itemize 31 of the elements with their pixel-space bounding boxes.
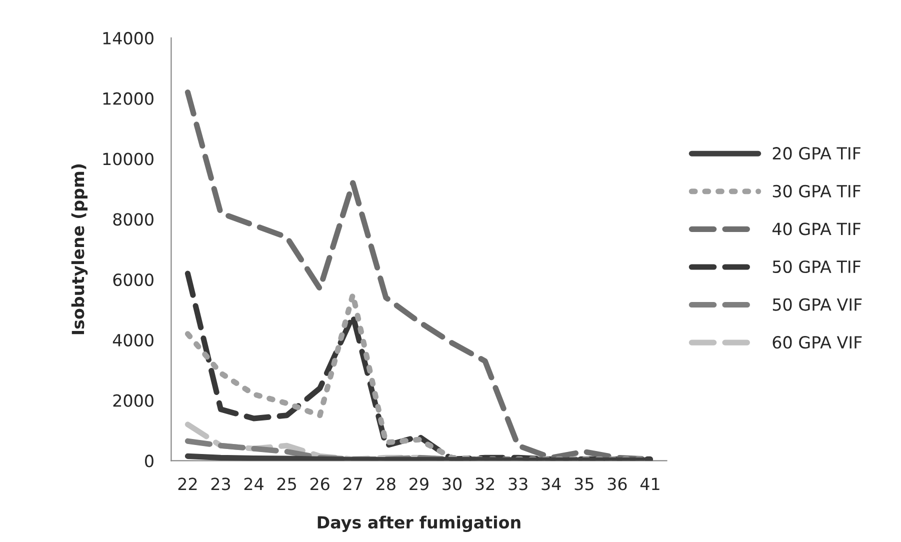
legend-label: 20 GPA TIF	[772, 147, 860, 160]
x-tick-label: 26	[310, 478, 330, 490]
y-tick-label: 2000	[113, 394, 154, 407]
x-tick-label: 35	[574, 478, 594, 490]
y-tick-label: 12000	[103, 92, 154, 105]
x-tick-label: 41	[640, 478, 660, 490]
y-tick-label: 8000	[113, 213, 154, 226]
legend-label: 40 GPA TIF	[772, 222, 860, 236]
x-tick-label: 22	[178, 478, 197, 490]
x-tick-label: 33	[508, 478, 528, 490]
y-tick-label: 10000	[103, 152, 154, 166]
legend-label: 50 GPA VIF	[772, 298, 862, 311]
x-tick-label: 29	[410, 478, 428, 490]
x-tick-label: 28	[376, 478, 396, 490]
y-tick-label: 14000	[103, 32, 154, 45]
x-tick-label: 30	[442, 478, 462, 490]
y-tick-label: 4000	[112, 334, 154, 346]
x-tick-label: 36	[608, 478, 627, 490]
x-tick-label: 25	[277, 478, 296, 490]
x-axis-title: Days after fumigation	[318, 516, 520, 532]
legend-label: 60 GPA VIF	[772, 336, 862, 349]
y-tick-label: 0	[145, 454, 154, 468]
x-tick-label: 24	[244, 478, 264, 490]
x-tick-label: 27	[344, 478, 362, 490]
x-tick-label: 23	[211, 478, 230, 490]
legend-label: 50 GPA TIF	[772, 260, 860, 274]
y-tick-label: 6000	[113, 273, 154, 286]
x-tick-label: 34	[542, 478, 561, 490]
legend-label: 30 GPA TIF	[772, 184, 860, 198]
x-tick-label: 32	[476, 478, 494, 490]
y-axis-title: Isobutylene (ppm)	[71, 164, 88, 334]
